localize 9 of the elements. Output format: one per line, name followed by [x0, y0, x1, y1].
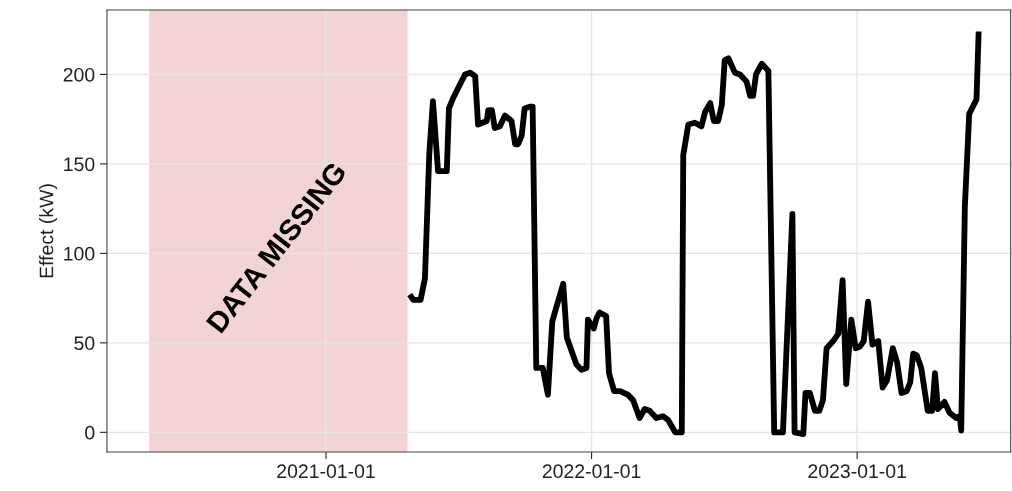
- y-tick-label: 100: [64, 246, 95, 261]
- y-tick-label: 50: [74, 336, 95, 351]
- x-tick-label: 2022-01-01: [542, 464, 641, 479]
- x-tick-label: 2023-01-01: [808, 464, 906, 479]
- y-tick-label: 200: [63, 67, 95, 82]
- y-tick-label: 150: [64, 157, 95, 172]
- y-tick-label: 0: [85, 425, 95, 440]
- x-tick-label: 2021-01-01: [277, 464, 375, 479]
- y-axis-title: Effect (kW): [39, 184, 58, 278]
